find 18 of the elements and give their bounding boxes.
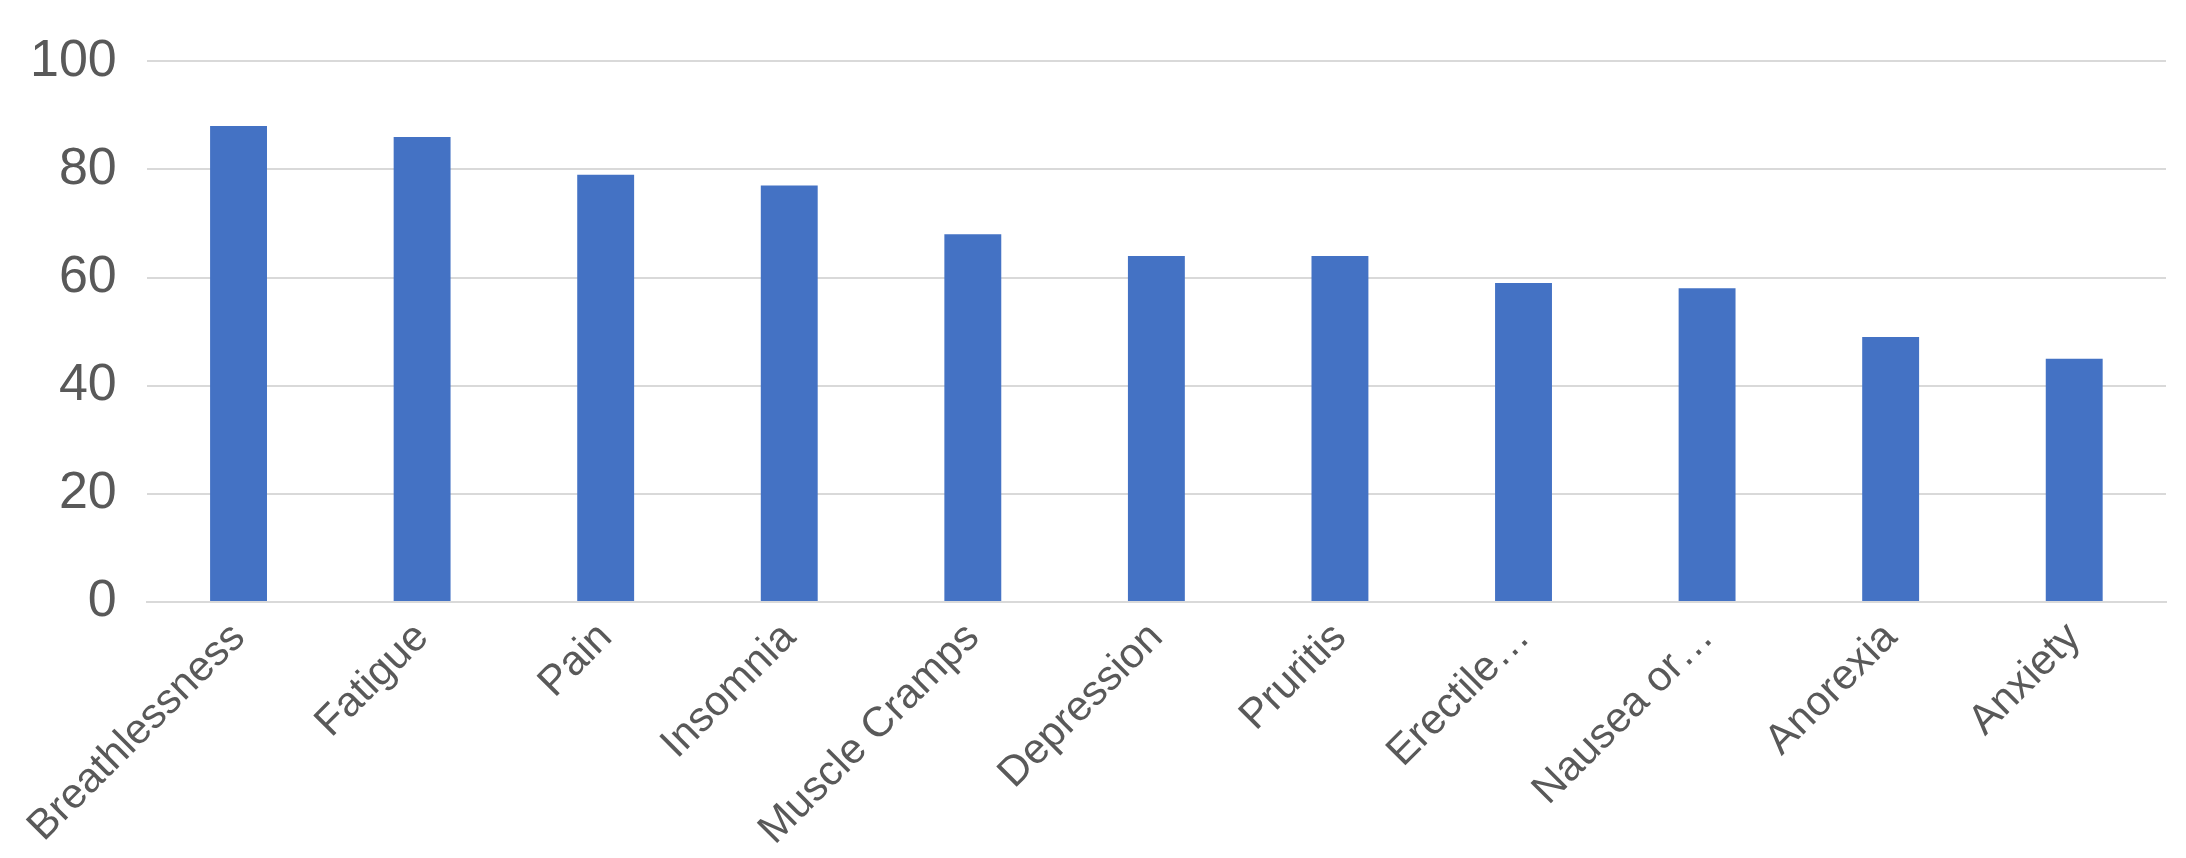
y-tick-label: 100 [29,28,117,87]
bar [1678,288,1736,602]
bar [210,126,267,602]
y-tick-label: 20 [58,461,117,520]
y-tick-label: 80 [58,136,117,195]
bar [760,185,818,602]
bar [393,136,451,602]
y-tick-label: 60 [58,244,117,303]
bar [944,234,1002,602]
y-tick-label: 0 [87,569,117,628]
bar [1127,255,1185,602]
bar [1495,282,1552,602]
bar [1862,337,1920,602]
bar [1311,255,1369,602]
bar [2045,358,2103,602]
y-tick-label: 40 [58,353,117,412]
bar [577,174,635,602]
x-tick-label: Pain [527,612,621,705]
